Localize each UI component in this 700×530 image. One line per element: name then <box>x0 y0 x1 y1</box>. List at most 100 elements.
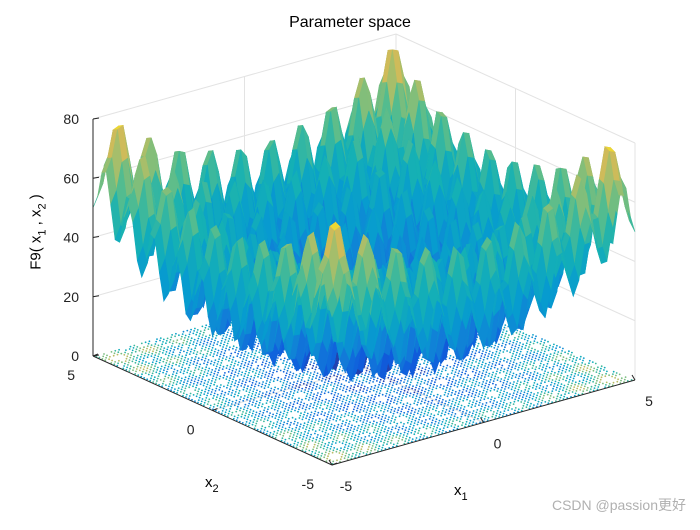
contour-mark <box>547 361 549 363</box>
contour-mark <box>255 383 257 385</box>
contour-mark <box>560 386 562 388</box>
contour-mark <box>219 376 221 378</box>
contour-mark <box>228 349 230 351</box>
contour-mark <box>309 386 311 388</box>
contour-mark <box>300 443 302 445</box>
contour-mark <box>499 392 501 394</box>
contour-mark <box>361 373 363 375</box>
contour-mark <box>189 373 191 375</box>
contour-mark <box>322 428 324 430</box>
contour-mark <box>424 433 426 435</box>
contour-mark <box>331 412 333 414</box>
contour-mark <box>537 383 539 385</box>
contour-mark <box>313 362 315 364</box>
contour-mark <box>487 358 489 360</box>
contour-mark <box>483 409 485 411</box>
contour-mark <box>194 328 196 330</box>
contour-mark <box>464 406 466 408</box>
contour-mark <box>355 443 357 445</box>
contour-mark <box>303 383 305 385</box>
contour-mark <box>310 434 312 436</box>
contour-mark <box>348 403 350 405</box>
contour-mark <box>488 373 490 375</box>
contour-mark <box>506 372 508 374</box>
contour-mark <box>454 415 456 417</box>
contour-mark <box>199 397 201 399</box>
contour-mark <box>287 420 289 422</box>
contour-mark <box>178 356 180 358</box>
contour-mark <box>332 419 334 421</box>
contour-mark <box>490 368 492 370</box>
contour-mark <box>361 406 363 408</box>
contour-mark <box>547 363 549 365</box>
contour-mark <box>299 415 301 417</box>
contour-mark <box>446 418 448 420</box>
contour-mark <box>394 369 396 371</box>
contour-mark <box>399 374 401 376</box>
contour-mark <box>506 361 508 363</box>
contour-mark <box>206 364 208 366</box>
contour-mark <box>335 442 337 444</box>
contour-mark <box>279 434 281 436</box>
contour-mark <box>483 370 485 372</box>
contour-mark <box>414 400 416 402</box>
contour-mark <box>376 391 378 393</box>
contour-mark <box>476 370 478 372</box>
contour-mark <box>278 405 280 407</box>
contour-mark <box>210 383 212 385</box>
contour-mark <box>471 395 473 397</box>
contour-mark <box>367 418 369 420</box>
contour-mark <box>573 389 575 391</box>
contour-mark <box>534 382 536 384</box>
contour-mark <box>342 409 344 411</box>
contour-mark <box>469 400 471 402</box>
contour-mark <box>500 336 502 338</box>
contour-mark <box>275 426 277 428</box>
contour-mark <box>302 419 304 421</box>
contour-mark <box>510 371 512 373</box>
contour-mark <box>264 376 266 378</box>
contour-mark <box>566 366 568 368</box>
contour-mark <box>190 371 192 373</box>
contour-mark <box>275 395 277 397</box>
contour-mark <box>388 385 390 387</box>
contour-mark <box>190 382 192 384</box>
contour-mark <box>427 403 429 405</box>
contour-mark <box>363 430 365 432</box>
contour-mark <box>454 385 456 387</box>
contour-mark <box>277 357 279 359</box>
contour-mark <box>232 359 234 361</box>
contour-mark <box>468 414 470 416</box>
contour-mark <box>512 364 514 366</box>
contour-mark <box>331 393 333 395</box>
contour-mark <box>521 390 523 392</box>
contour-mark <box>491 376 493 378</box>
contour-mark <box>445 420 447 422</box>
contour-mark <box>215 368 217 370</box>
contour-mark <box>275 406 277 408</box>
contour-mark <box>461 363 463 365</box>
contour-mark <box>538 398 540 400</box>
contour-mark <box>272 372 274 374</box>
contour-mark <box>281 387 283 389</box>
contour-mark <box>524 347 526 349</box>
contour-mark <box>195 356 197 358</box>
contour-mark <box>163 358 165 360</box>
contour-mark <box>329 378 331 380</box>
contour-mark <box>157 367 159 369</box>
contour-mark <box>495 406 497 408</box>
contour-mark <box>345 422 347 424</box>
contour-mark <box>211 371 213 373</box>
contour-mark <box>411 421 413 423</box>
contour-mark <box>280 359 282 361</box>
contour-mark <box>500 389 502 391</box>
contour-mark <box>329 420 331 422</box>
contour-mark <box>345 411 347 413</box>
contour-mark <box>387 399 389 401</box>
contour-mark <box>386 390 388 392</box>
contour-mark <box>324 434 326 436</box>
contour-mark <box>322 439 324 441</box>
contour-mark <box>544 401 546 403</box>
contour-mark <box>214 404 216 406</box>
contour-mark <box>502 343 504 345</box>
